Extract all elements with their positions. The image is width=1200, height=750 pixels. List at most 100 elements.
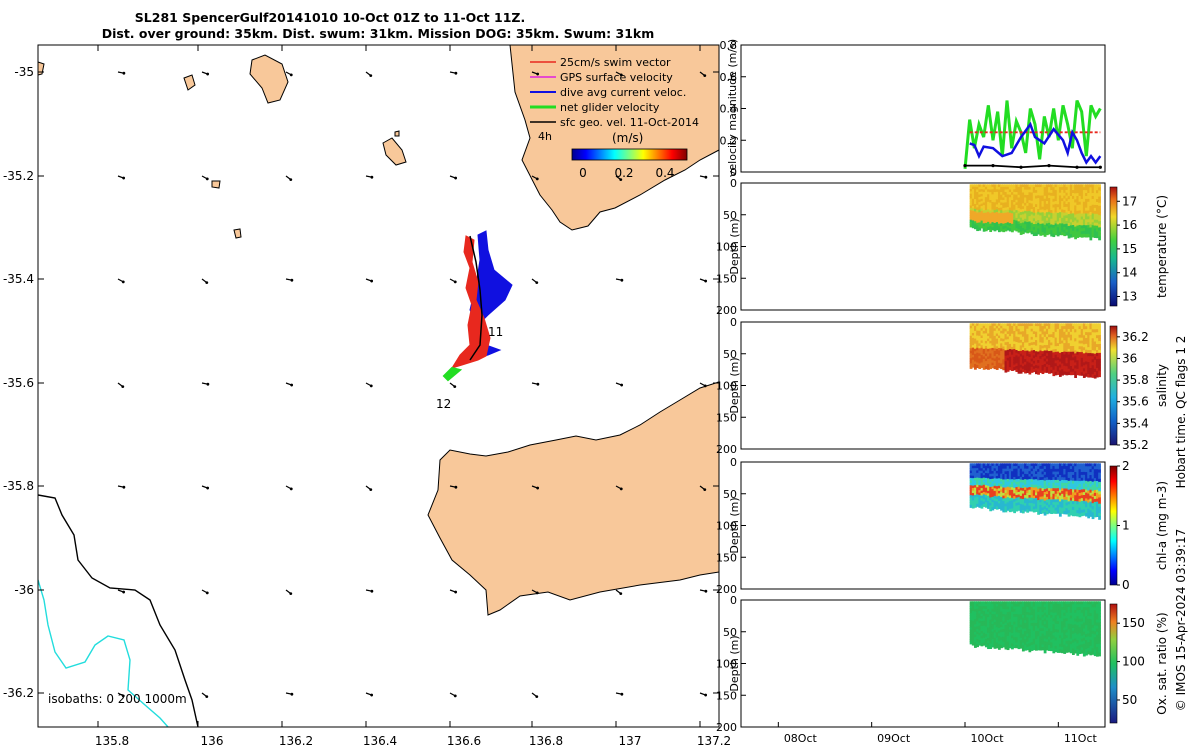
section-cell [1050,485,1054,489]
section-cell [978,191,982,196]
section-cell [1091,481,1095,486]
section-cell [1015,468,1019,472]
section-cell [1074,344,1077,348]
section-cell [982,642,986,646]
section-cell [1011,223,1014,228]
section-cell [987,500,990,504]
section-cell [1048,231,1051,235]
section-cell [1091,469,1095,474]
section-cell [995,356,999,360]
surface-velocity-arrowhead [121,385,125,389]
section-cell [1098,516,1101,520]
section-cell [1065,626,1069,631]
section-cell [1048,623,1051,627]
section-cell [1002,213,1006,217]
section-cell [1091,187,1095,191]
section-cell [971,618,975,622]
section-cell [1078,513,1082,518]
section-cell [989,223,993,227]
section-cell [971,625,975,629]
section-cell [1004,194,1008,198]
section-colorbar [1109,186,1118,307]
section-cell [1006,199,1010,203]
section-cell [993,204,997,209]
section-cell [1048,189,1051,194]
section-cell [1030,633,1034,638]
section-cell [1054,637,1058,641]
section-cell [974,504,977,508]
section-cell [993,215,997,219]
section-cell [1048,639,1051,643]
section-cell [1045,606,1049,610]
section-cell [1030,503,1034,507]
section-cell [1050,502,1054,506]
section-cell [1095,513,1099,517]
section-cell [1000,626,1003,631]
section-cell [1041,614,1045,619]
section-cell [989,630,993,634]
section-cell [1065,643,1069,648]
section-cell [1043,474,1047,479]
surface-velocity-arrowhead [454,590,458,594]
section-cell [1078,504,1082,509]
section-cell [969,360,973,364]
section-cell [1052,471,1056,475]
section-cell [1061,354,1064,359]
section-cell [1082,187,1086,191]
section-cell [1048,342,1051,347]
section-cell [987,221,990,225]
section-cell [1017,491,1021,496]
section-cell [974,490,977,494]
section-cell [989,325,993,329]
section-cell [1000,365,1003,370]
surface-velocity-arrowhead [619,73,623,77]
section-cell [1045,350,1049,354]
section-cell [1061,184,1064,188]
section-cell [1054,491,1058,495]
section-cell [1008,471,1012,475]
section-cell [1082,492,1086,496]
section-cell [997,635,1001,640]
section-cell [1054,323,1058,327]
section-cell [1067,634,1071,639]
section-cell [984,494,988,498]
section-cell [1015,621,1019,626]
section-cell [1087,650,1091,655]
section-cell [1063,184,1067,188]
section-cell [1050,192,1054,197]
section-cell [1098,649,1101,654]
section-cell [1093,481,1097,485]
section-cell [993,616,997,621]
section-cell [1028,500,1032,504]
section-cell [1030,601,1034,605]
section-cell [993,210,997,214]
section-cell [971,193,975,197]
velocity-point [1075,165,1079,169]
velocity-series-line [965,164,1101,169]
section-cell [1045,323,1049,327]
section-cell [993,328,997,332]
section-cell [1056,477,1060,481]
section-cell [1004,339,1008,343]
section-cell [1030,631,1034,635]
section-cell [991,214,995,218]
section-cell [1028,489,1032,493]
section-cell [1087,347,1091,351]
section-cell [1008,621,1012,626]
section-cell [1076,222,1080,227]
section-cell [971,505,975,509]
section-cell [1000,197,1003,201]
section-cell [991,499,995,503]
section-cell [1008,484,1012,489]
section-cell [984,184,988,188]
section-cell [1093,323,1097,327]
section-cell [1091,466,1095,471]
section-cell [1067,219,1071,224]
section-cell [1037,511,1040,515]
section-cell [1043,486,1047,490]
section-cell [1013,364,1016,368]
section-cell [971,189,975,193]
section-cell [982,228,986,232]
section-cell [1058,340,1062,345]
surface-velocity-arrowhead [289,592,293,596]
